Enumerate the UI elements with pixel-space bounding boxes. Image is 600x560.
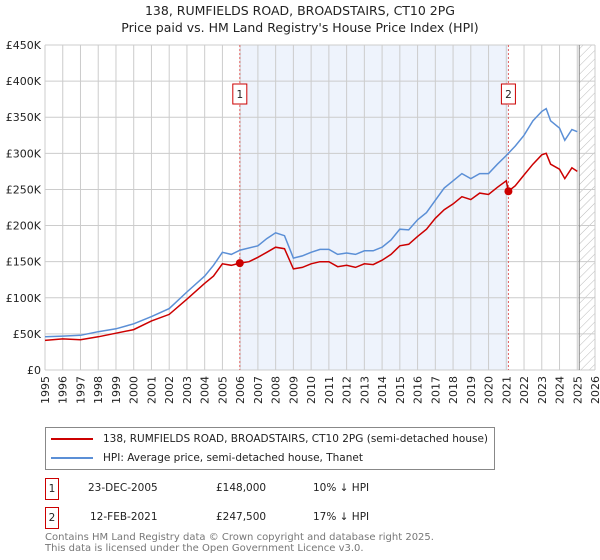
sale-marker-label: 2 [505, 89, 512, 101]
legend-label: 138, RUMFIELDS ROAD, BROADSTAIRS, CT10 2… [103, 433, 489, 445]
sale-hpi-diff: 17% ↓ HPI [313, 511, 370, 523]
legend-item-hpi: HPI: Average price, semi-detached house,… [51, 449, 363, 467]
x-tick-label: 2013 [358, 376, 371, 404]
x-tick-label: 2000 [128, 376, 141, 404]
footer-line-1: Contains HM Land Registry data © Crown c… [45, 532, 434, 543]
sale-hpi-diff: 10% ↓ HPI [313, 482, 370, 494]
sale-point [235, 259, 244, 268]
footer-line-2: This data is licensed under the Open Gov… [45, 543, 364, 554]
sale-date: 12-FEB-2021 [90, 511, 158, 523]
y-tick-label: £350K [6, 111, 42, 124]
sale-price: £247,500 [216, 511, 267, 523]
footer: Contains HM Land Registry data © Crown c… [45, 532, 434, 554]
legend-label: HPI: Average price, semi-detached house,… [103, 452, 363, 464]
x-tick-label: 2008 [270, 376, 283, 404]
y-tick-label: £450K [6, 39, 42, 52]
x-tick-label: 2022 [518, 376, 531, 404]
legend: 138, RUMFIELDS ROAD, BROADSTAIRS, CT10 2… [45, 427, 495, 470]
x-tick-label: 2012 [341, 376, 354, 404]
sale-date: 23-DEC-2005 [88, 482, 158, 494]
legend-item-property: 138, RUMFIELDS ROAD, BROADSTAIRS, CT10 2… [51, 430, 488, 448]
x-tick-label: 2015 [394, 376, 407, 404]
legend-swatch-red [51, 438, 93, 440]
x-tick-label: 2010 [305, 376, 318, 404]
x-tick-label: 1996 [57, 376, 70, 404]
x-tick-label: 2007 [252, 376, 265, 404]
x-tick-label: 1998 [92, 376, 105, 404]
x-tick-label: 2019 [465, 376, 478, 404]
x-tick-label: 2021 [500, 376, 513, 404]
x-tick-label: 2018 [447, 376, 460, 404]
y-tick-label: £100K [6, 292, 42, 305]
chart-subtitle: Price paid vs. HM Land Registry's House … [121, 20, 479, 35]
x-tick-label: 2014 [376, 376, 389, 404]
x-tick-label: 2001 [145, 376, 158, 404]
sale-badge: 1 [45, 478, 59, 500]
x-tick-label: 2011 [323, 376, 336, 404]
y-tick-label: £300K [6, 147, 42, 160]
x-tick-label: 2016 [412, 376, 425, 404]
forecast-hatch [579, 45, 595, 370]
x-tick-label: 2006 [234, 376, 247, 404]
ownership-shade [239, 45, 509, 370]
x-tick-label: 2025 [571, 376, 584, 404]
x-tick-label: 2005 [216, 376, 229, 404]
sale-price: £148,000 [216, 482, 267, 494]
sale-marker-box [500, 83, 516, 105]
series-line [44, 107, 578, 338]
x-tick-label: 2002 [163, 376, 176, 404]
y-tick-label: £250K [6, 183, 42, 196]
y-tick-label: £200K [6, 220, 42, 233]
sale-point [504, 187, 513, 196]
x-tick-label: 2003 [181, 376, 194, 404]
sale-marker-box [232, 83, 248, 105]
x-tick-label: 2026 [589, 376, 600, 404]
x-tick-label: 1997 [74, 376, 87, 404]
chart-title: 138, RUMFIELDS ROAD, BROADSTAIRS, CT10 2… [144, 3, 455, 18]
x-tick-label: 1995 [39, 376, 52, 404]
x-tick-label: 1999 [110, 376, 123, 404]
x-tick-label: 2023 [536, 376, 549, 404]
sale-row: 2 12-FEB-2021 £247,500 17% ↓ HPI [45, 507, 465, 529]
sale-marker-label: 1 [236, 89, 243, 101]
series-line [44, 152, 578, 342]
x-tick-label: 2017 [429, 376, 442, 404]
sale-row: 1 23-DEC-2005 £148,000 10% ↓ HPI [45, 478, 465, 500]
plot-area: 1995 1996 1997 1998 1999 2000 2001 2002 2003 2004… [6, 39, 600, 404]
x-tick-label: 2024 [554, 376, 567, 404]
sale-badge: 2 [45, 507, 59, 529]
y-tick-label: £0 [27, 364, 41, 377]
x-tick-label: 2020 [483, 376, 496, 404]
y-tick-label: £150K [6, 256, 42, 269]
y-tick-label: £400K [6, 75, 42, 88]
x-tick-label: 2004 [199, 376, 212, 404]
legend-swatch-blue [51, 457, 93, 459]
y-tick-label: £50K [13, 328, 42, 341]
x-tick-label: 2009 [287, 376, 300, 404]
